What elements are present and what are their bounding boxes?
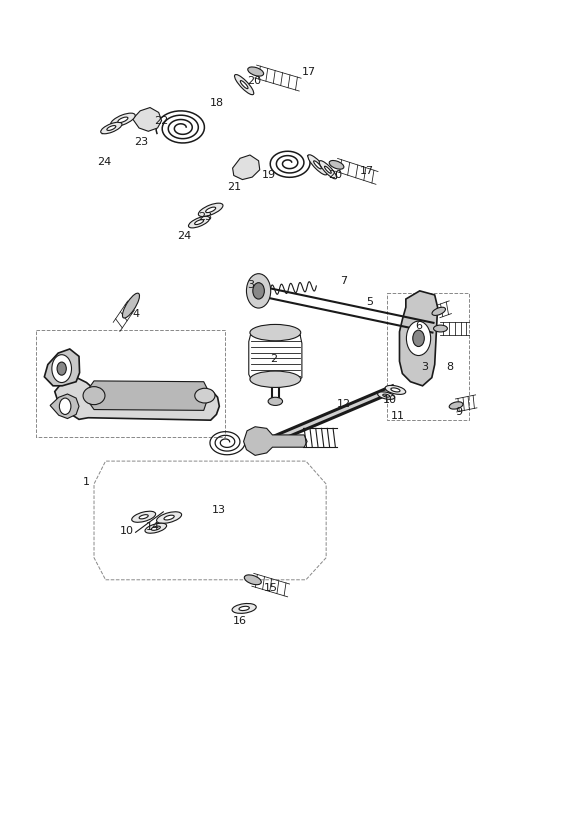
Polygon shape (399, 291, 438, 386)
Text: 12: 12 (336, 399, 350, 409)
Ellipse shape (319, 161, 336, 179)
Ellipse shape (250, 325, 301, 341)
Ellipse shape (434, 325, 447, 332)
Text: 6: 6 (415, 321, 422, 331)
Text: 24: 24 (178, 231, 192, 241)
Ellipse shape (151, 526, 160, 531)
Polygon shape (50, 394, 79, 419)
Ellipse shape (378, 392, 395, 400)
Text: 3: 3 (248, 280, 255, 290)
Text: 11: 11 (391, 411, 405, 421)
Circle shape (413, 330, 424, 347)
Text: 23: 23 (134, 137, 149, 147)
Ellipse shape (101, 122, 122, 133)
Text: 22: 22 (154, 116, 168, 126)
Text: 10: 10 (382, 395, 396, 405)
Polygon shape (133, 108, 161, 131)
Text: 21: 21 (227, 182, 241, 192)
Ellipse shape (314, 161, 321, 169)
Text: 13: 13 (212, 505, 226, 515)
Polygon shape (88, 381, 209, 410)
Ellipse shape (250, 371, 301, 387)
Ellipse shape (157, 512, 182, 523)
Ellipse shape (132, 511, 156, 522)
Text: 3: 3 (421, 362, 428, 372)
Text: 15: 15 (264, 583, 278, 593)
Circle shape (59, 398, 71, 414)
Text: 2: 2 (271, 353, 278, 364)
Text: 19: 19 (261, 170, 275, 180)
Polygon shape (44, 349, 79, 386)
Ellipse shape (268, 397, 283, 405)
Ellipse shape (111, 113, 135, 127)
Text: 18: 18 (209, 97, 223, 108)
Ellipse shape (188, 217, 210, 228)
Text: 1: 1 (83, 476, 90, 486)
Polygon shape (55, 377, 219, 420)
Ellipse shape (198, 204, 223, 217)
Ellipse shape (83, 386, 105, 405)
Text: 23: 23 (198, 213, 212, 222)
Polygon shape (244, 427, 307, 456)
Text: 14: 14 (146, 522, 160, 531)
Ellipse shape (107, 125, 116, 130)
Text: 9: 9 (455, 407, 462, 417)
Text: 24: 24 (97, 157, 111, 167)
Ellipse shape (145, 523, 167, 533)
Ellipse shape (240, 81, 248, 89)
Circle shape (253, 283, 264, 299)
Circle shape (247, 274, 271, 308)
Circle shape (52, 354, 72, 382)
Ellipse shape (391, 388, 400, 392)
Ellipse shape (432, 307, 445, 316)
Ellipse shape (164, 515, 174, 520)
Text: 16: 16 (233, 616, 247, 625)
Ellipse shape (118, 117, 128, 123)
Text: 17: 17 (302, 68, 316, 77)
Polygon shape (233, 155, 260, 180)
Ellipse shape (206, 207, 216, 213)
Ellipse shape (308, 155, 327, 175)
Text: 8: 8 (447, 362, 454, 372)
Ellipse shape (449, 402, 463, 410)
Text: 10: 10 (120, 526, 134, 536)
Ellipse shape (195, 220, 203, 225)
Ellipse shape (139, 515, 148, 519)
Ellipse shape (122, 293, 139, 318)
Ellipse shape (248, 67, 264, 76)
Ellipse shape (329, 161, 344, 169)
Text: 20: 20 (247, 76, 261, 86)
Ellipse shape (232, 603, 257, 613)
Text: 7: 7 (340, 276, 347, 286)
Ellipse shape (383, 394, 389, 397)
Circle shape (57, 362, 66, 375)
Ellipse shape (239, 606, 250, 611)
Text: 5: 5 (366, 297, 373, 307)
Circle shape (406, 321, 431, 355)
Ellipse shape (195, 388, 215, 403)
Text: 4: 4 (132, 309, 139, 319)
Ellipse shape (244, 575, 261, 585)
Text: 17: 17 (360, 166, 374, 176)
Ellipse shape (325, 166, 331, 173)
Text: 20: 20 (328, 170, 342, 180)
Ellipse shape (234, 74, 254, 95)
Polygon shape (271, 386, 392, 444)
Ellipse shape (385, 386, 406, 395)
